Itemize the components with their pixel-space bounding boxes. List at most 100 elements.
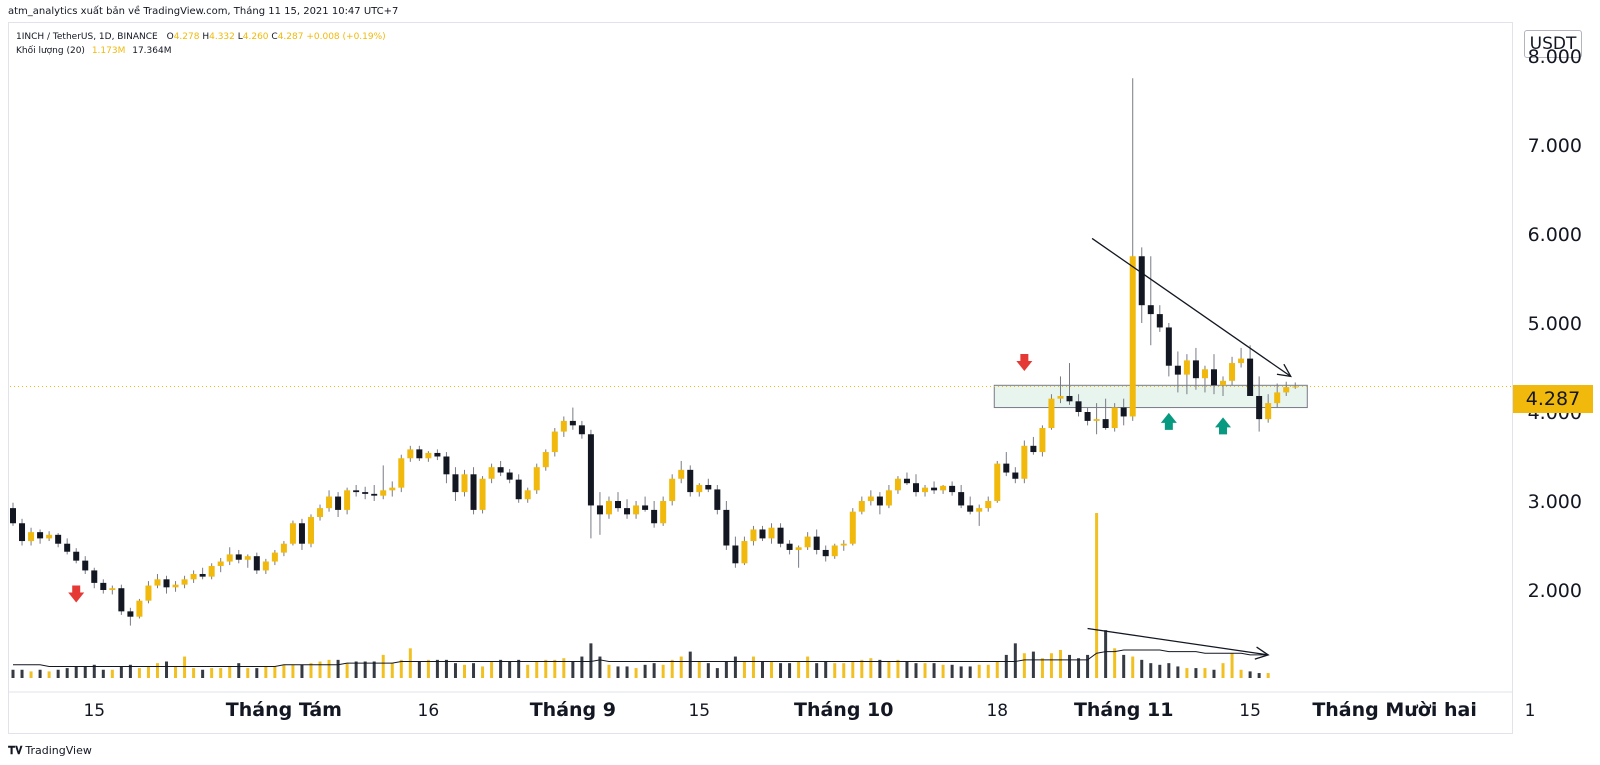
- candle-body: [678, 469, 685, 479]
- symbol-name[interactable]: 1INCH / TetherUS, 1D, BINANCE: [16, 32, 158, 42]
- change-value: +0.008 (+0.19%): [306, 32, 386, 42]
- candle-body: [73, 551, 80, 561]
- volume-bar: [1221, 663, 1225, 678]
- candle-body: [199, 573, 206, 577]
- volume-bar: [20, 669, 24, 678]
- volume-label[interactable]: Khối lượng (20): [16, 46, 85, 56]
- candle-body: [587, 434, 594, 506]
- volume-bar: [408, 648, 412, 678]
- volume-bar: [291, 664, 295, 678]
- volume-bar: [228, 666, 232, 678]
- candle-body: [786, 543, 793, 550]
- volume-bar: [499, 659, 503, 678]
- volume-bar: [544, 659, 548, 678]
- candle-body: [1265, 403, 1272, 420]
- candle-body: [931, 487, 938, 491]
- volume-bar: [571, 661, 575, 678]
- time-axis-label: 18: [986, 701, 1008, 721]
- candle-body: [1039, 428, 1046, 453]
- volume-bar: [273, 666, 277, 678]
- volume-bar: [914, 663, 918, 678]
- candle-body: [795, 547, 802, 550]
- candle-body: [524, 490, 531, 500]
- candle-body: [262, 561, 269, 571]
- candle-body: [407, 449, 414, 459]
- time-axis-label: 15: [83, 701, 105, 721]
- candle-body: [46, 534, 53, 539]
- volume-bar: [733, 656, 737, 678]
- volume-bar: [797, 661, 801, 678]
- candle-body: [1129, 256, 1136, 417]
- volume-bar: [1140, 659, 1144, 678]
- candle-body: [55, 534, 62, 544]
- candle-body: [100, 582, 107, 590]
- volume-bar: [1248, 671, 1252, 678]
- volume-bar: [318, 661, 322, 678]
- volume-bar: [625, 666, 629, 678]
- price-axis-label: 7.000: [1528, 135, 1582, 157]
- candle-body: [967, 505, 974, 512]
- candle-body: [1274, 392, 1281, 404]
- candle-body: [885, 490, 892, 506]
- candle-body: [1111, 407, 1118, 429]
- candle-body: [353, 490, 360, 493]
- volume-bar: [481, 666, 485, 678]
- candle-body: [289, 523, 296, 544]
- volume-ma-value: 17.364M: [132, 46, 172, 56]
- volume-bar: [760, 661, 764, 678]
- volume-bar: [399, 659, 403, 678]
- candle-body: [1030, 445, 1037, 453]
- candle-body: [1192, 360, 1199, 379]
- volume-bar: [634, 668, 638, 678]
- candle-body: [1075, 401, 1082, 412]
- volume-bar: [345, 663, 349, 678]
- volume-bar: [661, 664, 665, 678]
- currency-unit-button[interactable]: USDT: [1524, 30, 1582, 58]
- volume-bar: [1040, 658, 1044, 678]
- publisher-line: atm_analytics xuất bản về TradingView.co…: [8, 6, 399, 17]
- volume-bar: [959, 666, 963, 678]
- volume-bar: [1013, 643, 1017, 678]
- volume-bar: [535, 661, 539, 678]
- candle-body: [1003, 463, 1010, 473]
- candle-body: [425, 452, 432, 459]
- volume-bar: [1058, 649, 1062, 678]
- candle-body: [1247, 358, 1254, 396]
- tradingview-footer[interactable]: 𝐓𝐕 TradingView: [8, 744, 92, 758]
- candle-body: [154, 579, 161, 586]
- candle-body: [1256, 395, 1263, 420]
- volume-bar: [237, 663, 241, 678]
- candle-body: [389, 487, 396, 491]
- candle-body: [335, 496, 342, 510]
- volume-bar: [300, 664, 304, 678]
- candle-body: [949, 485, 956, 493]
- candle-body: [831, 545, 838, 557]
- candle-body: [1066, 395, 1073, 402]
- candle-body: [271, 552, 278, 562]
- candle-body: [642, 505, 649, 510]
- volume-bar: [101, 669, 105, 678]
- candle-body: [371, 493, 378, 496]
- sell-arrow-icon: [68, 585, 85, 603]
- candle-body: [64, 543, 71, 552]
- volume-bar: [327, 659, 331, 678]
- candle-body: [615, 501, 622, 509]
- volume-bar: [851, 661, 855, 678]
- volume-bar: [83, 666, 87, 678]
- candle-body: [37, 532, 44, 539]
- volume-trend-arrow: [1087, 627, 1269, 656]
- volume-bar: [751, 656, 755, 678]
- candle-body: [741, 541, 748, 564]
- candle-body: [985, 501, 992, 509]
- price-axis-label: 5.000: [1528, 313, 1582, 335]
- volume-bar: [381, 654, 385, 678]
- candle-body: [1238, 358, 1245, 364]
- candle-body: [470, 474, 477, 510]
- candle-body: [578, 425, 585, 435]
- volume-bar: [363, 661, 367, 678]
- volume-bar: [38, 669, 42, 678]
- volume-bar: [426, 659, 430, 678]
- chart-pane[interactable]: [8, 22, 1513, 734]
- candle-body: [344, 490, 351, 510]
- volume-bar: [869, 658, 873, 678]
